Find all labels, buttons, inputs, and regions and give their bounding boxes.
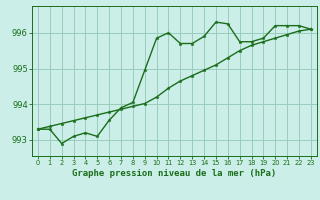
X-axis label: Graphe pression niveau de la mer (hPa): Graphe pression niveau de la mer (hPa) — [72, 169, 276, 178]
